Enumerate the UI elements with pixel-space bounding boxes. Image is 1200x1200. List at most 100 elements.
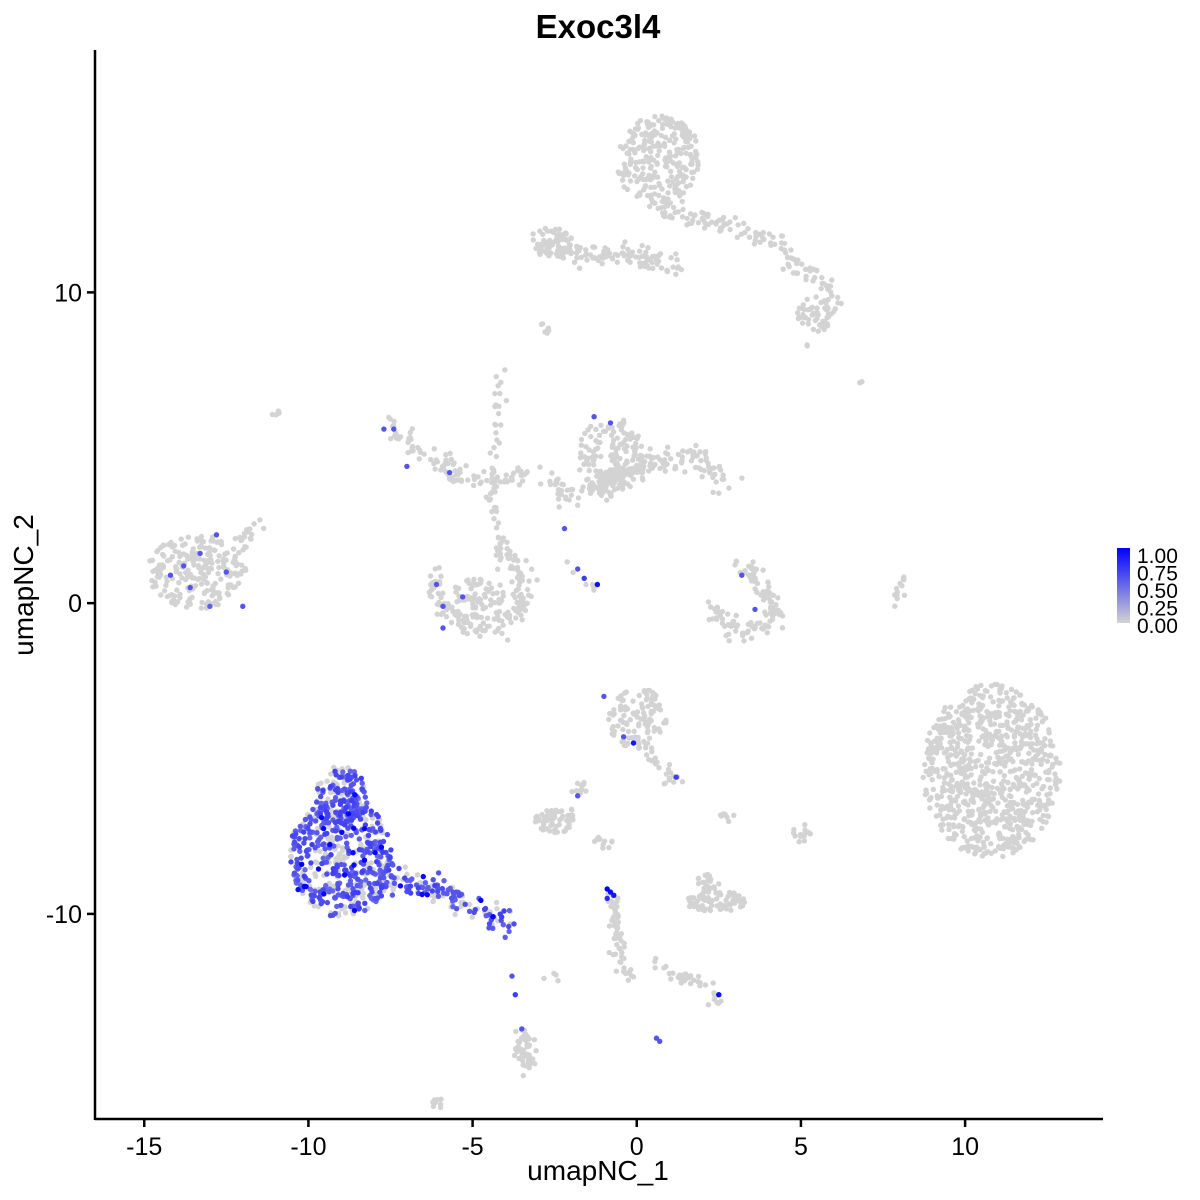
cell-point bbox=[726, 485, 732, 491]
cell-point bbox=[513, 1028, 519, 1035]
cell-point bbox=[1028, 728, 1034, 735]
cell-point bbox=[650, 157, 657, 163]
cell-point bbox=[624, 186, 631, 193]
cell-point bbox=[714, 903, 720, 909]
expressing-cell-point bbox=[397, 883, 404, 889]
cell-point bbox=[493, 430, 499, 436]
y-axis-label: umapNC_2 bbox=[8, 514, 39, 656]
cell-point bbox=[193, 556, 199, 562]
cell-point bbox=[766, 584, 772, 590]
expressing-cell-point bbox=[378, 844, 385, 850]
cell-point bbox=[212, 547, 218, 554]
x-tick-label: 0 bbox=[630, 1133, 644, 1161]
cell-point bbox=[1007, 821, 1013, 827]
cell-point bbox=[749, 623, 755, 630]
cell-point bbox=[750, 559, 756, 565]
cell-point bbox=[733, 628, 739, 634]
expressing-cell-point bbox=[330, 802, 336, 808]
cell-point bbox=[814, 305, 820, 311]
cell-point bbox=[614, 904, 620, 910]
cell-point bbox=[938, 735, 944, 742]
cell-point bbox=[488, 597, 494, 603]
cell-point bbox=[544, 328, 550, 335]
cell-point bbox=[933, 813, 940, 819]
cell-point bbox=[926, 797, 933, 803]
cell-point bbox=[720, 215, 726, 222]
cell-point bbox=[810, 278, 816, 284]
cell-point bbox=[516, 1055, 522, 1062]
cell-point bbox=[575, 495, 582, 501]
cell-point bbox=[578, 254, 584, 260]
cell-point bbox=[564, 559, 570, 565]
cell-point bbox=[923, 787, 929, 793]
cell-point bbox=[657, 707, 664, 713]
cell-point bbox=[1005, 779, 1011, 786]
expressing-cell-point bbox=[325, 820, 332, 826]
expressing-cell-point bbox=[673, 774, 679, 780]
cell-point bbox=[648, 149, 654, 155]
expressing-cell-point bbox=[604, 895, 610, 902]
cell-point bbox=[584, 257, 590, 263]
cell-point bbox=[434, 459, 441, 465]
cell-point bbox=[496, 617, 502, 623]
cell-point bbox=[617, 466, 624, 472]
cell-point bbox=[716, 490, 722, 496]
cell-point bbox=[164, 558, 171, 564]
cell-point bbox=[498, 422, 504, 428]
cell-point bbox=[684, 139, 691, 145]
cell-point bbox=[990, 796, 996, 802]
cell-point bbox=[719, 476, 725, 482]
cell-point bbox=[1043, 819, 1049, 825]
expressing-cell-point bbox=[359, 869, 365, 875]
cell-point bbox=[495, 566, 501, 572]
cell-point bbox=[448, 619, 455, 626]
expressing-cell-point bbox=[340, 769, 346, 775]
cell-point bbox=[645, 703, 651, 710]
cell-point bbox=[519, 573, 525, 579]
cell-point bbox=[929, 749, 935, 756]
cell-point bbox=[611, 471, 617, 477]
expressing-cell-point bbox=[297, 823, 303, 829]
cell-point bbox=[555, 486, 562, 493]
expressing-cell-point bbox=[325, 813, 331, 820]
cell-point bbox=[731, 895, 737, 901]
expressing-cell-point bbox=[373, 896, 380, 902]
cell-point bbox=[198, 533, 205, 540]
cell-point bbox=[974, 833, 981, 839]
cell-point bbox=[552, 829, 558, 836]
cell-point bbox=[975, 838, 981, 844]
cell-point bbox=[1020, 725, 1026, 732]
expressing-cell-point bbox=[321, 825, 327, 832]
cell-point bbox=[644, 740, 651, 747]
expressing-cell-point bbox=[739, 572, 745, 578]
expressing-cell-point bbox=[337, 812, 343, 818]
cell-point bbox=[1043, 769, 1049, 775]
cell-point bbox=[813, 294, 819, 300]
cell-point bbox=[599, 261, 605, 267]
cell-point bbox=[648, 192, 654, 198]
expressing-cell-point bbox=[328, 783, 334, 790]
expressing-cell-point bbox=[345, 882, 352, 888]
cell-point bbox=[987, 808, 993, 815]
cell-point bbox=[185, 534, 191, 540]
colorbar-legend: 1.000.750.500.250.00 bbox=[1117, 545, 1178, 638]
cell-point bbox=[494, 906, 500, 912]
cell-point bbox=[207, 552, 213, 559]
cell-point bbox=[474, 597, 480, 603]
expressing-cell-point bbox=[348, 903, 354, 910]
cell-point bbox=[598, 453, 604, 460]
cell-point bbox=[200, 576, 207, 582]
cell-point bbox=[1029, 761, 1035, 767]
cell-point bbox=[981, 802, 988, 808]
cell-point bbox=[654, 759, 660, 765]
cell-point bbox=[970, 707, 976, 713]
cell-point bbox=[997, 769, 1003, 775]
cell-point bbox=[648, 184, 654, 190]
cell-point bbox=[741, 220, 747, 226]
cell-point bbox=[669, 133, 676, 139]
cell-point bbox=[668, 255, 674, 261]
cell-point bbox=[359, 893, 365, 900]
cell-point bbox=[201, 590, 208, 596]
cell-point bbox=[236, 550, 242, 556]
cell-point bbox=[610, 482, 616, 489]
